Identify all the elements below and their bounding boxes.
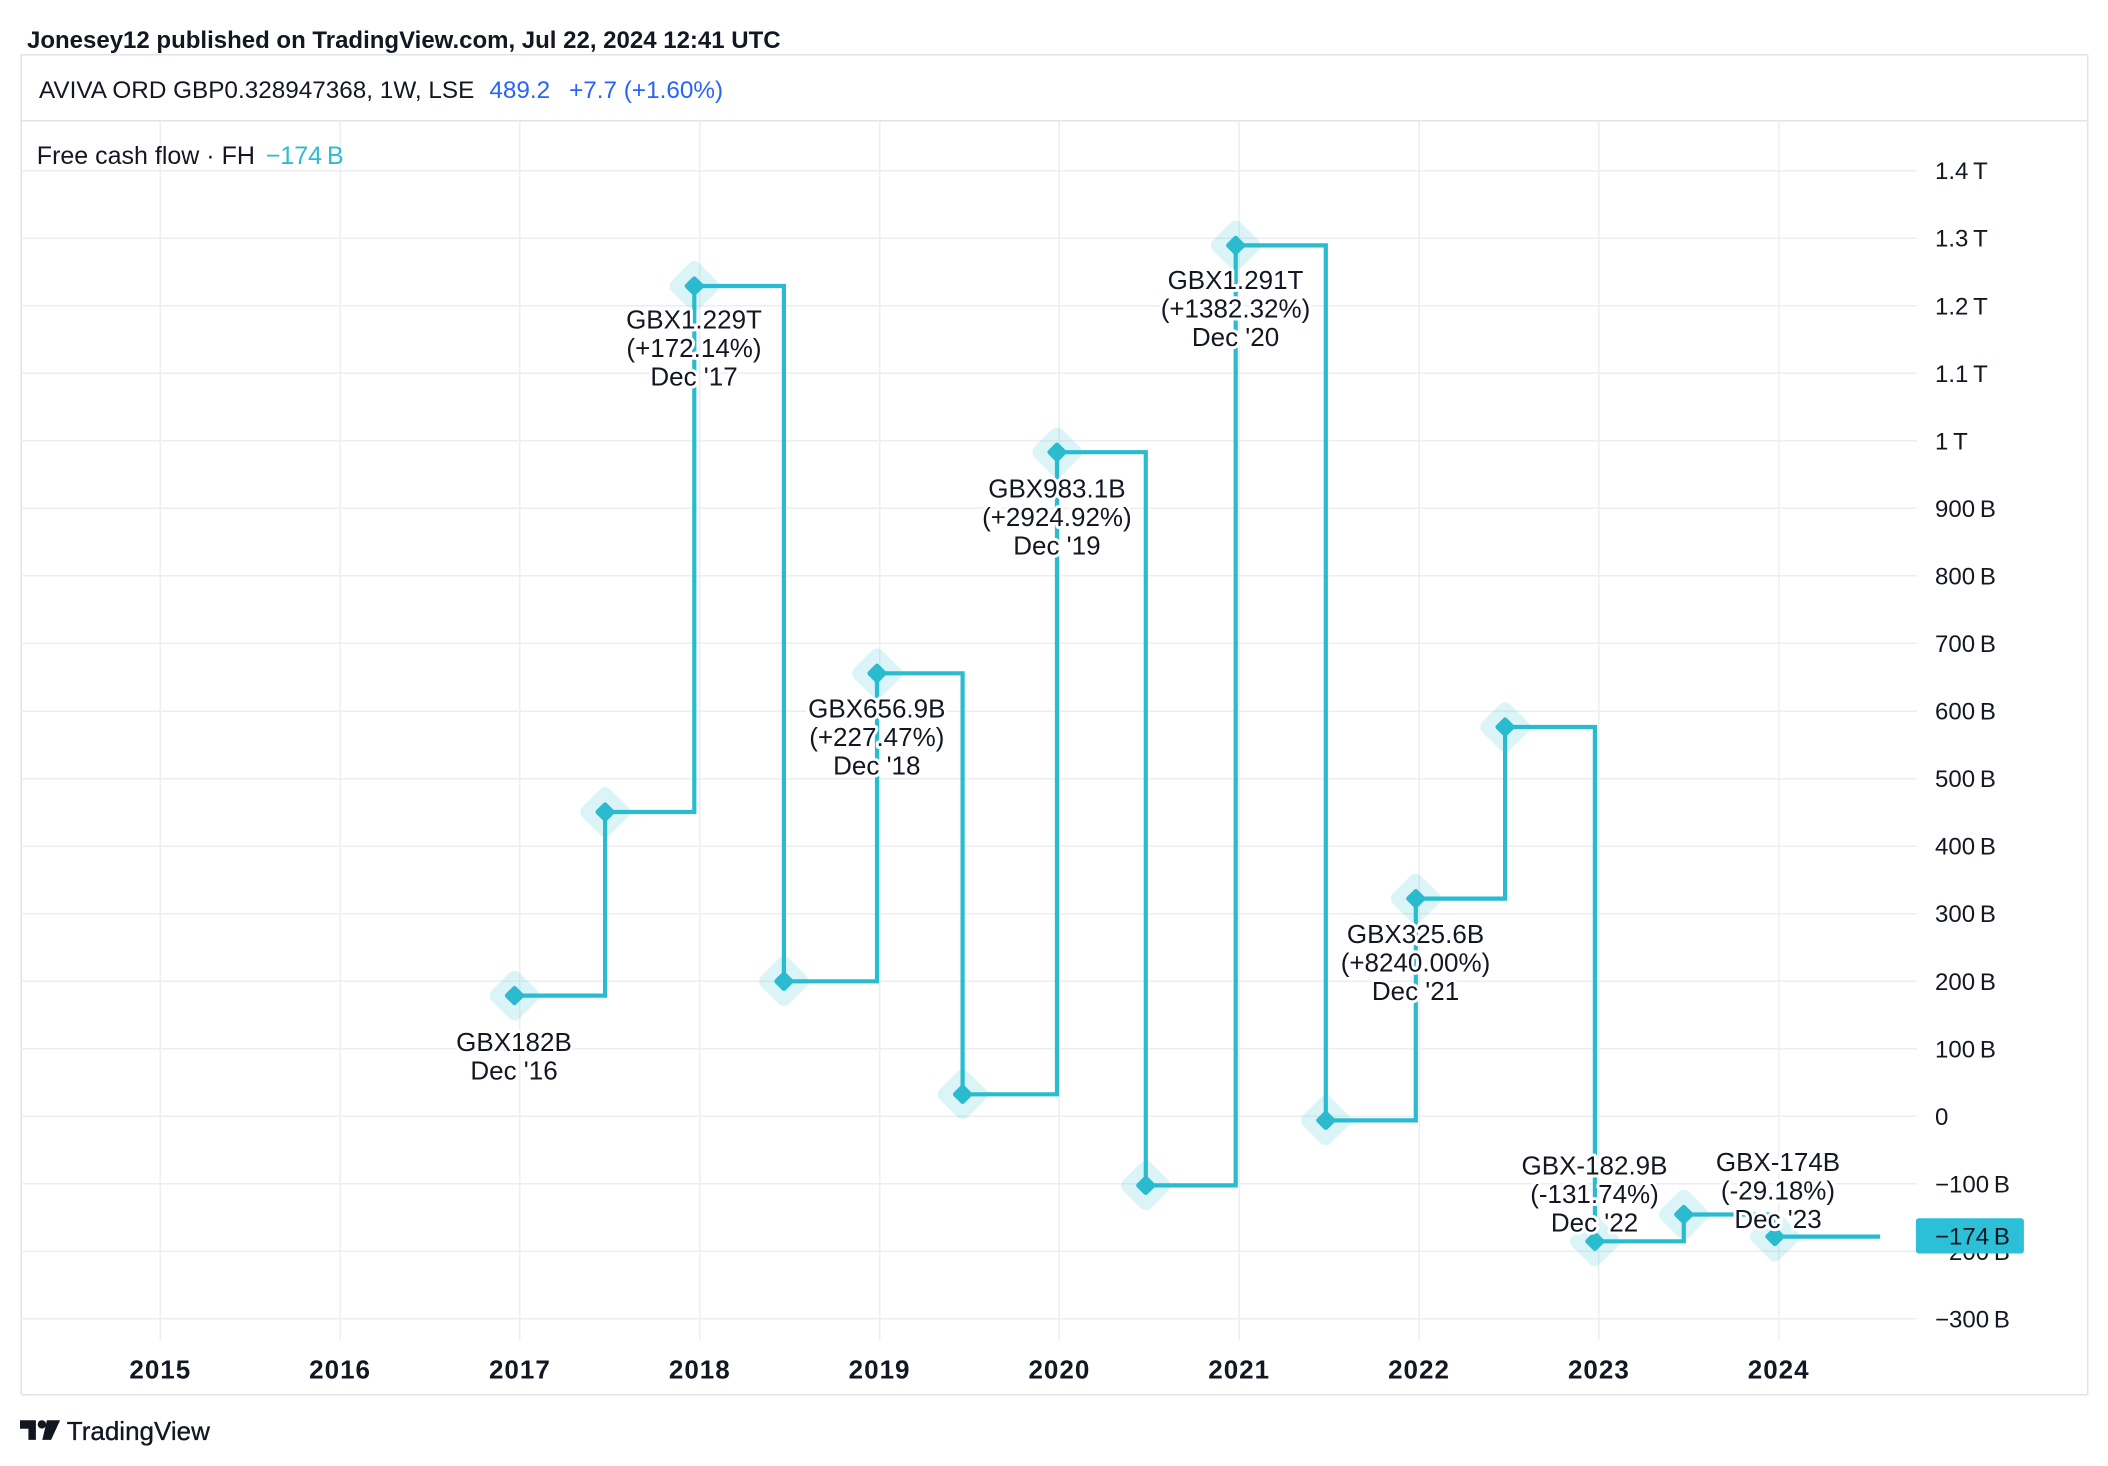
svg-text:−174 B: −174 B [1935,1223,2010,1250]
svg-text:GBX-182.9B: GBX-182.9B [1522,1150,1668,1180]
svg-text:(+8240.00%): (+8240.00%) [1341,948,1491,978]
svg-text:(+1382.32%): (+1382.32%) [1161,294,1311,324]
svg-text:2017: 2017 [489,1355,551,1385]
svg-text:400 B: 400 B [1935,834,1996,861]
svg-text:Dec '23: Dec '23 [1734,1204,1821,1234]
svg-text:Dec '21: Dec '21 [1372,976,1459,1006]
svg-text:GBX656.9B: GBX656.9B [808,694,945,724]
svg-text:(+227.47%): (+227.47%) [809,722,944,752]
svg-text:Dec '16: Dec '16 [470,1056,557,1086]
svg-text:700 B: 700 B [1935,631,1996,658]
svg-text:AVIVA ORD GBP0.328947368, 1W,: AVIVA ORD GBP0.328947368, 1W, LSE [39,77,474,104]
svg-text:(-131.74%): (-131.74%) [1530,1179,1659,1209]
svg-text:(+172.14%): (+172.14%) [626,333,761,363]
svg-text:2021: 2021 [1208,1355,1270,1385]
svg-text:2023: 2023 [1568,1355,1630,1385]
svg-text:800 B: 800 B [1935,564,1996,591]
svg-text:Dec '22: Dec '22 [1551,1207,1638,1237]
svg-text:−100 B: −100 B [1935,1171,2010,1198]
svg-text:600 B: 600 B [1935,699,1996,726]
svg-text:2019: 2019 [849,1355,911,1385]
svg-text:1 T: 1 T [1935,428,1968,455]
svg-text:300 B: 300 B [1935,901,1996,928]
svg-text:1.3 T: 1.3 T [1935,226,1988,253]
svg-text:−174 B: −174 B [266,142,344,170]
svg-text:GBX-174B: GBX-174B [1716,1147,1840,1177]
svg-text:Jonesey12 published on Trading: Jonesey12 published on TradingView.com, … [27,27,781,54]
svg-text:1.2 T: 1.2 T [1935,293,1988,320]
svg-text:900 B: 900 B [1935,496,1996,523]
svg-text:(-29.18%): (-29.18%) [1721,1176,1835,1206]
svg-text:Dec '19: Dec '19 [1013,531,1100,561]
svg-text:2020: 2020 [1028,1355,1090,1385]
svg-text:Free cash flow · FH: Free cash flow · FH [37,142,255,170]
svg-text:1.1 T: 1.1 T [1935,361,1988,388]
svg-text:GBX983.1B: GBX983.1B [988,474,1125,504]
svg-text:Dec '20: Dec '20 [1192,322,1279,352]
svg-text:1.4 T: 1.4 T [1935,158,1988,185]
svg-text:200 B: 200 B [1935,969,1996,996]
svg-text:100 B: 100 B [1935,1036,1996,1063]
svg-text:2016: 2016 [309,1355,371,1385]
svg-text:(+2924.92%): (+2924.92%) [982,502,1132,532]
svg-text:TradingView: TradingView [67,1416,210,1446]
svg-text:2022: 2022 [1388,1355,1450,1385]
svg-text:2015: 2015 [129,1355,191,1385]
svg-text:2024: 2024 [1748,1355,1810,1385]
svg-text:GBX325.6B: GBX325.6B [1347,919,1484,949]
svg-text:−300 B: −300 B [1935,1307,2010,1334]
svg-text:GBX1.291T: GBX1.291T [1168,265,1304,295]
svg-text:489.2 +7.7 (+1.60%): 489.2 +7.7 (+1.60%) [489,77,723,104]
svg-text:GBX1.229T: GBX1.229T [626,305,762,335]
svg-text:Dec '18: Dec '18 [833,751,920,781]
svg-text:500 B: 500 B [1935,766,1996,793]
svg-text:0: 0 [1935,1104,1948,1131]
svg-text:GBX182B: GBX182B [456,1027,572,1057]
svg-text:2018: 2018 [669,1355,731,1385]
svg-text:Dec '17: Dec '17 [650,362,737,392]
